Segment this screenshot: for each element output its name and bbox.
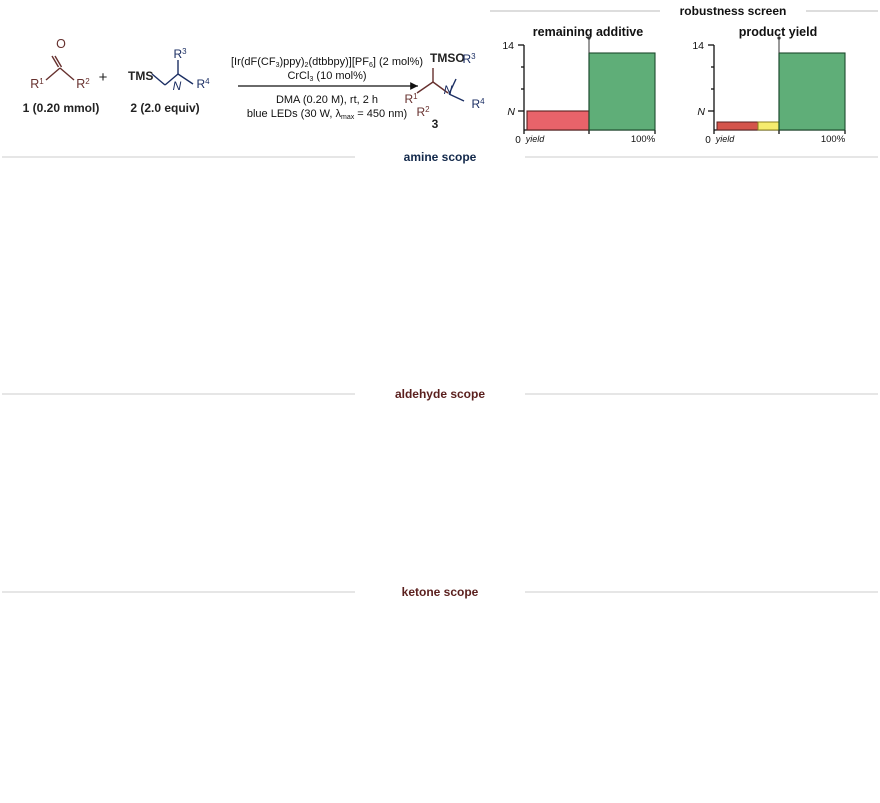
svg-text:0: 0 — [515, 135, 521, 146]
svg-text:14: 14 — [692, 40, 704, 52]
svg-text:blue LEDs (30 W, λmax = 450 nm: blue LEDs (30 W, λmax = 450 nm) — [247, 108, 407, 121]
svg-text:yield: yield — [715, 134, 736, 144]
svg-text:robustness screen: robustness screen — [680, 4, 787, 18]
svg-text:1 (0.20 mmol): 1 (0.20 mmol) — [23, 101, 100, 115]
svg-text:R1: R1 — [404, 92, 418, 106]
svg-text:TMSO: TMSO — [430, 51, 465, 65]
svg-text:O: O — [56, 37, 66, 51]
svg-text:100%: 100% — [631, 134, 656, 145]
svg-text:+: + — [99, 69, 108, 86]
svg-text:100%: 100% — [821, 134, 846, 145]
svg-text:aldehyde scope: aldehyde scope — [395, 387, 485, 401]
svg-text:2 (2.0 equiv): 2 (2.0 equiv) — [130, 101, 199, 115]
svg-text:amine scope: amine scope — [404, 150, 477, 164]
svg-text:N: N — [444, 83, 453, 97]
svg-text:N: N — [173, 79, 182, 93]
svg-text:R1: R1 — [30, 77, 44, 91]
svg-text:[Ir(dF(CF3)ppy)2(dtbbpy)][PF6]: [Ir(dF(CF3)ppy)2(dtbbpy)][PF6] (2 mol%) — [231, 56, 423, 69]
svg-text:3: 3 — [432, 117, 439, 131]
svg-text:DMA (0.20 M), rt, 2 h: DMA (0.20 M), rt, 2 h — [276, 94, 378, 106]
svg-text:0: 0 — [705, 135, 711, 146]
svg-text:R4: R4 — [196, 77, 210, 91]
svg-text:N: N — [697, 106, 705, 118]
svg-text:R4: R4 — [471, 97, 485, 111]
svg-text:TMS: TMS — [128, 69, 153, 83]
svg-text:N: N — [507, 106, 515, 118]
svg-text:R3: R3 — [462, 52, 476, 66]
svg-text:R2: R2 — [76, 77, 90, 91]
svg-text:yield: yield — [525, 134, 546, 144]
svg-text:R2: R2 — [416, 105, 430, 119]
svg-text:R3: R3 — [173, 47, 187, 61]
svg-text:CrCl3 (10 mol%): CrCl3 (10 mol%) — [287, 70, 366, 83]
svg-text:ketone scope: ketone scope — [402, 585, 479, 599]
svg-text:14: 14 — [502, 40, 514, 52]
